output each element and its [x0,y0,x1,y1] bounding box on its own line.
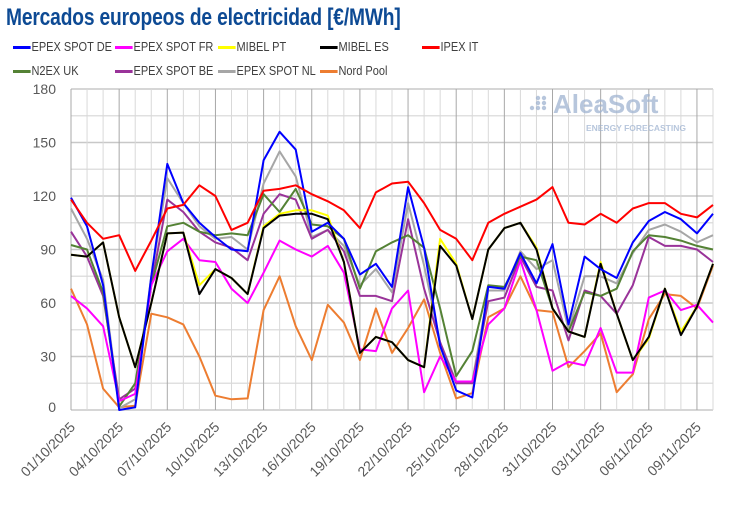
legend-label: N2EX UK [31,64,79,78]
y-tick-label: 180 [33,81,57,97]
series-line-epex-spot-be [70,193,714,401]
series-line-epex-spot-fr [70,237,714,403]
chart-title: Mercados europeos de electricidad [€/MWh… [6,4,401,31]
logo-tagline: ENERGY FORECASTING [586,123,686,133]
legend-label: EPEX SPOT DE [31,40,112,54]
y-tick-label: 0 [48,399,56,415]
legend-label: IPEX IT [440,40,479,54]
legend-label: MIBEL ES [338,40,389,54]
y-tick-label: 60 [40,295,56,311]
legend-item: EPEX SPOT NL [218,64,316,78]
series-line-nord-pool [70,265,714,409]
y-tick-label: 120 [33,188,57,204]
legend-swatch [218,45,236,49]
legend-swatch [13,69,31,73]
series-line-ipex-it [70,180,714,272]
legend-label: EPEX SPOT NL [236,64,316,78]
legend-item: MIBEL ES [320,40,389,54]
legend-item: Nord Pool [320,64,387,78]
legend-label: Nord Pool [338,64,388,78]
legend-swatch [115,69,133,73]
series-line-epex-spot-de [70,130,714,411]
legend-swatch [320,69,338,73]
logo-dot-icon [535,100,541,106]
y-tick-label: 90 [40,242,56,258]
legend-item: EPEX SPOT DE [13,40,112,54]
logo-dot-icon [529,105,535,111]
logo-dot-icon [541,95,547,101]
legend-swatch [218,69,236,73]
legend-swatch [422,45,440,49]
logo-dot-icon [535,95,541,101]
logo-dot-icon [541,105,547,111]
legend-swatch [320,45,338,49]
legend-label: MIBEL PT [236,40,287,54]
logo-dot-icon [535,105,541,111]
legend-item: EPEX SPOT BE [115,64,213,78]
series-line-mibel-es [70,212,714,369]
logo-name: AleaSoft [553,89,659,119]
legend-item: N2EX UK [13,64,79,78]
series-line-n2ex-uk [70,187,714,408]
legend-swatch [13,45,31,49]
aleasoft-logo: AleaSoft ENERGY FORECASTING [529,89,686,133]
legend-swatch [115,45,133,49]
legend-label: EPEX SPOT FR [133,40,214,54]
y-tick-label: 30 [40,349,56,365]
legend-item: MIBEL PT [218,40,286,54]
legend-item: EPEX SPOT FR [115,40,213,54]
legend-label: EPEX SPOT BE [133,64,214,78]
legend-item: IPEX IT [422,40,478,54]
y-tick-label: 150 [33,135,57,151]
logo-dot-icon [541,100,547,106]
